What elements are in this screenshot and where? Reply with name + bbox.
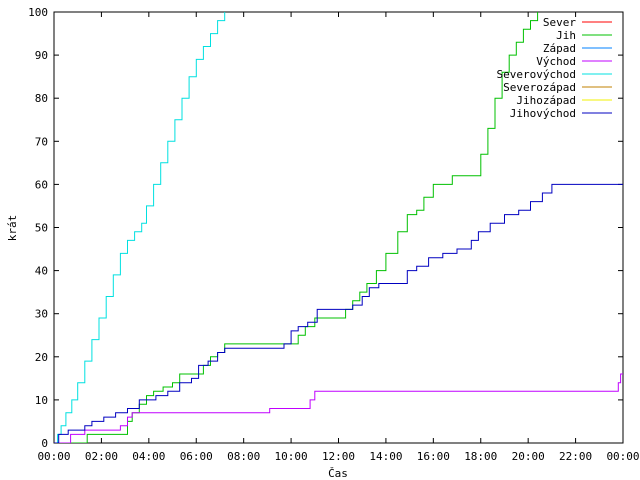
y-tick-label: 70: [35, 135, 48, 148]
series-line-východ: [54, 373, 623, 443]
x-tick-label: 08:00: [227, 450, 260, 463]
legend-label: Jih: [556, 29, 576, 42]
x-tick-label: 04:00: [132, 450, 165, 463]
x-tick-label: 22:00: [559, 450, 592, 463]
x-tick-label: 18:00: [464, 450, 497, 463]
y-tick-label: 80: [35, 92, 48, 105]
y-tick-label: 10: [35, 394, 48, 407]
y-tick-label: 40: [35, 265, 48, 278]
x-tick-label: 14:00: [369, 450, 402, 463]
x-tick-label: 10:00: [275, 450, 308, 463]
x-tick-label: 20:00: [512, 450, 545, 463]
y-axis-ticks: 0 10 20 30 40 50 60 70 80 90 100: [28, 6, 623, 450]
x-tick-label: 02:00: [85, 450, 118, 463]
x-tick-label: 00:00: [606, 450, 639, 463]
y-axis-label: krát: [6, 215, 19, 242]
x-tick-label: 06:00: [180, 450, 213, 463]
x-axis-ticks: 00:00 02:00 04:00 06:00 08:00 10:00 12:00 14:00…: [37, 12, 640, 463]
series-line-severovýchod: [54, 12, 226, 443]
series-line-jihovýchod: [54, 183, 623, 443]
y-tick-label: 30: [35, 308, 48, 321]
legend: SeverJihZápadVýchodSeverovýchodSeverozáp…: [497, 16, 612, 120]
x-tick-label: 16:00: [417, 450, 450, 463]
y-tick-label: 60: [35, 178, 48, 191]
legend-label: Jihozápad: [516, 94, 576, 107]
y-tick-label: 0: [41, 437, 48, 450]
legend-label: Východ: [536, 55, 576, 68]
series-layer: [54, 12, 623, 443]
y-tick-label: 90: [35, 49, 48, 62]
legend-label: Sever: [543, 16, 576, 29]
x-tick-label: 12:00: [322, 450, 355, 463]
legend-label: Severozápad: [503, 81, 576, 94]
x-tick-label: 00:00: [37, 450, 70, 463]
y-tick-label: 100: [28, 6, 48, 19]
legend-label: Severovýchod: [497, 68, 576, 81]
legend-label: Západ: [543, 42, 576, 55]
x-axis-label: Čas: [328, 467, 348, 480]
legend-label: Jihovýchod: [510, 107, 576, 120]
y-tick-label: 20: [35, 351, 48, 364]
series-line-jih: [54, 12, 539, 443]
y-tick-label: 50: [35, 222, 48, 235]
